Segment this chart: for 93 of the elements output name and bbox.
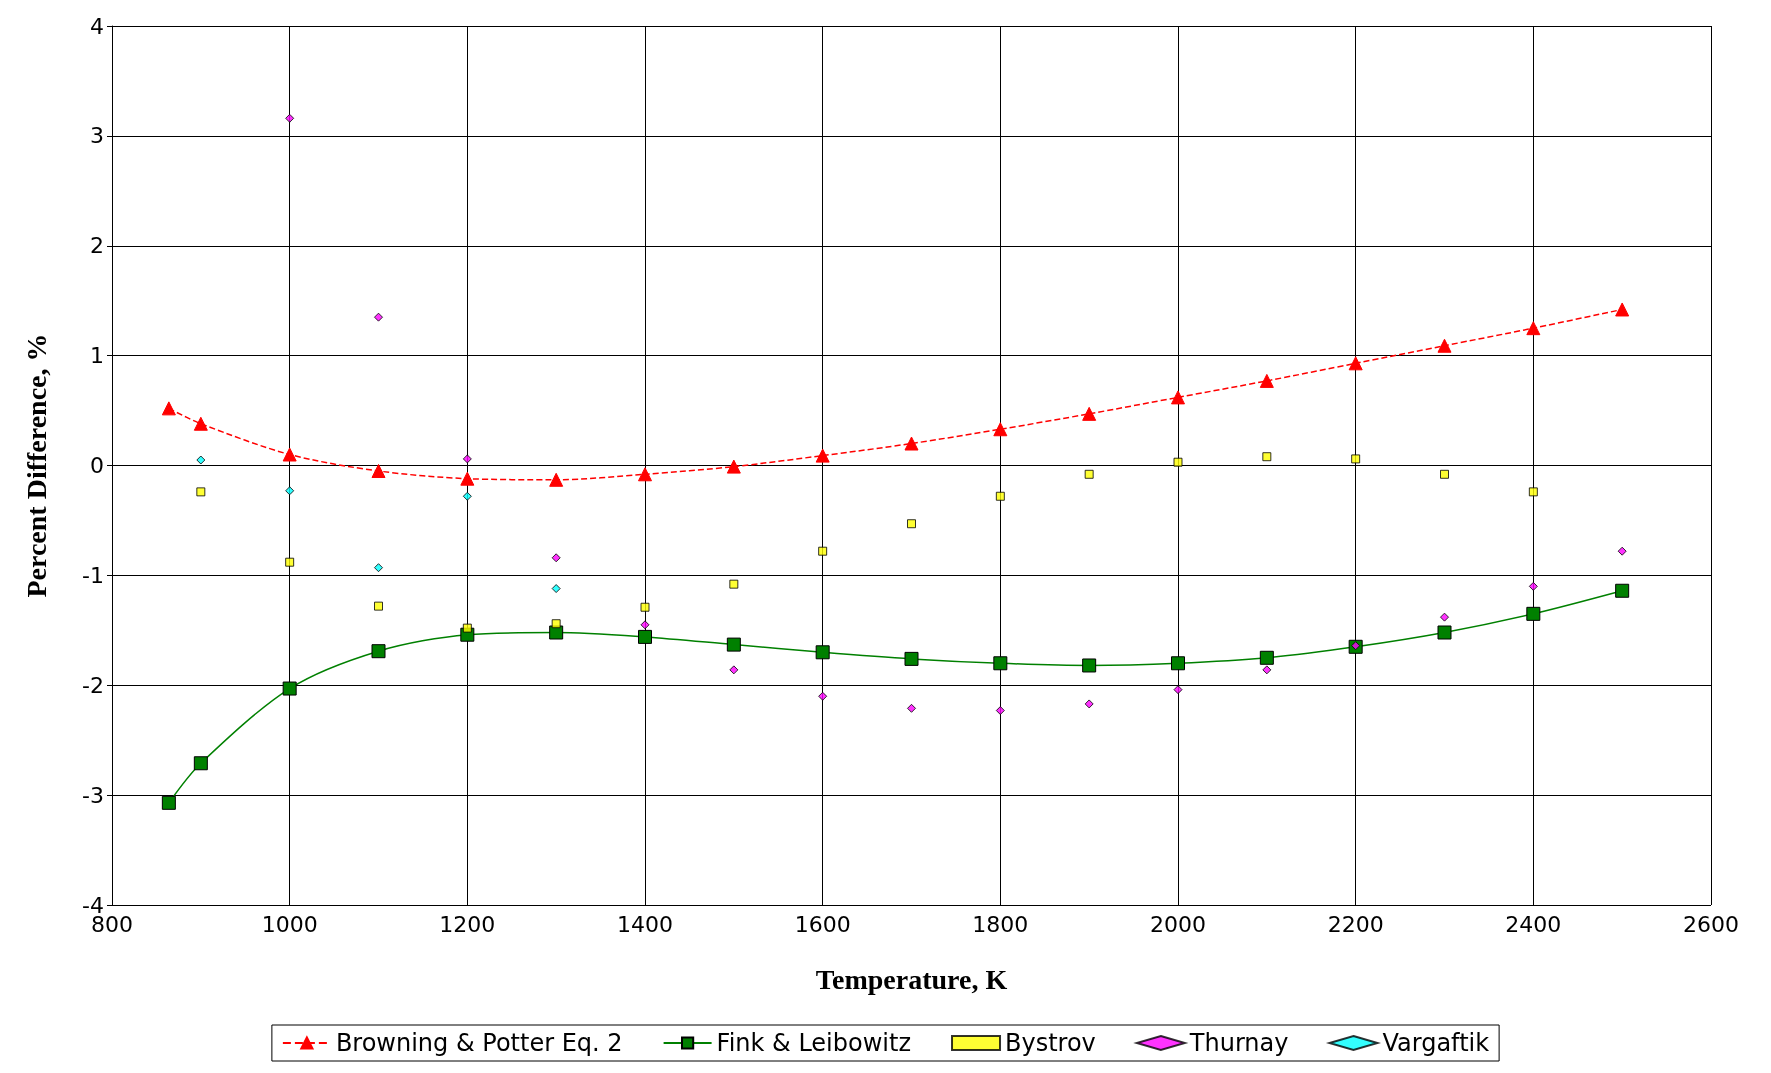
- point: [460, 471, 475, 486]
- point: [1259, 373, 1274, 388]
- point: [729, 579, 739, 589]
- point: [282, 447, 297, 462]
- point: [1082, 406, 1097, 421]
- point: [904, 436, 919, 451]
- point: [374, 601, 383, 611]
- point: [1617, 546, 1627, 556]
- point: [818, 691, 828, 701]
- x-tick-label: 2200: [1327, 911, 1384, 937]
- x-tick-label: 1600: [794, 911, 851, 937]
- point: [1351, 454, 1361, 464]
- x-tick-label: 1000: [261, 911, 318, 937]
- point: [1440, 469, 1449, 479]
- point: [551, 553, 561, 563]
- point: [1440, 612, 1449, 622]
- point: [1171, 390, 1185, 405]
- point: [161, 401, 176, 416]
- point: [907, 519, 916, 529]
- point: [1259, 650, 1274, 665]
- point: [904, 651, 919, 666]
- point: [1173, 457, 1183, 467]
- y-tick-label: -3: [82, 782, 104, 808]
- legend-label: Thurnay: [1188, 1029, 1289, 1057]
- y-tick-label: -2: [82, 672, 104, 698]
- x-tick-label: 1400: [617, 911, 673, 937]
- point: [285, 113, 295, 123]
- point: [196, 455, 206, 465]
- x-axis-title: Temperature, K: [815, 963, 1008, 995]
- point: [818, 546, 828, 556]
- point: [1526, 606, 1541, 621]
- y-tick-label: 0: [90, 453, 104, 478]
- point: [1082, 658, 1097, 673]
- x-tick-label: 2600: [1683, 911, 1739, 937]
- x-tick-label: 2000: [1150, 911, 1206, 937]
- point: [1437, 338, 1452, 353]
- point: [815, 448, 830, 463]
- x-tick-label: 1800: [972, 911, 1029, 937]
- point: [282, 681, 297, 696]
- point: [551, 619, 561, 629]
- legend-label: Vargaftik: [1382, 1029, 1490, 1057]
- point: [993, 422, 1008, 437]
- point: [1084, 469, 1094, 479]
- legend-label: Browning & Potter Eq. 2: [335, 1029, 623, 1057]
- x-tick-label: 1200: [439, 911, 496, 937]
- point: [995, 491, 1005, 501]
- point: [1262, 665, 1272, 675]
- point: [193, 416, 208, 431]
- point: [462, 623, 472, 633]
- point: [1526, 321, 1541, 336]
- point: [640, 620, 650, 630]
- y-tick-label: -1: [82, 562, 104, 588]
- point: [193, 756, 208, 771]
- point: [196, 487, 206, 497]
- point: [1084, 699, 1094, 709]
- point: [1348, 356, 1363, 371]
- legend-label: Fink & Leibowitz: [716, 1029, 912, 1057]
- point: [1171, 656, 1185, 671]
- point: [285, 557, 295, 567]
- point: [1615, 583, 1630, 598]
- x-tick-label: 2400: [1505, 911, 1562, 937]
- point: [729, 665, 739, 675]
- point: [993, 656, 1008, 671]
- point: [374, 563, 383, 573]
- point: [1437, 625, 1452, 640]
- point: [285, 486, 295, 496]
- point: [1528, 487, 1538, 497]
- y-tick-label: 4: [90, 13, 104, 39]
- point: [549, 472, 564, 487]
- y-tick-label: 2: [90, 233, 104, 259]
- legend-label: Bystrov: [1005, 1029, 1096, 1057]
- point: [1173, 685, 1183, 695]
- point: [161, 795, 176, 810]
- y-tick-label: 1: [90, 343, 104, 369]
- point: [462, 491, 472, 501]
- point: [371, 463, 386, 478]
- point: [551, 584, 561, 594]
- y-tick-label: 3: [90, 123, 104, 149]
- point: [726, 637, 741, 652]
- point: [995, 706, 1005, 716]
- point: [907, 703, 916, 713]
- point: [1615, 302, 1630, 317]
- point: [1262, 452, 1272, 462]
- point: [374, 312, 383, 322]
- point: [371, 644, 386, 659]
- point: [462, 454, 472, 464]
- y-axis-title: Percent Difference, %: [20, 333, 52, 598]
- point: [726, 459, 741, 474]
- point: [1528, 581, 1538, 591]
- point: [638, 467, 652, 482]
- point: [640, 602, 650, 612]
- point: [815, 645, 830, 660]
- point: [638, 629, 652, 644]
